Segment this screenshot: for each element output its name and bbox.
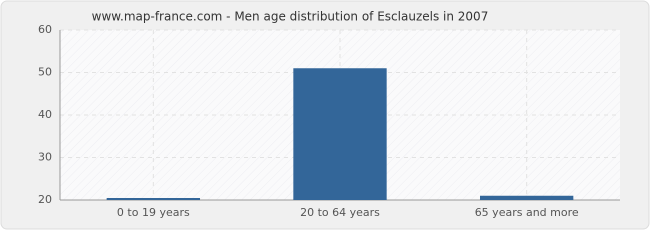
x-tick-label: 65 years and more — [475, 206, 579, 219]
chart-title: www.map-france.com - Men age distributio… — [92, 10, 489, 24]
y-tick-label: 40 — [38, 108, 52, 121]
bar — [293, 68, 387, 200]
x-tick-label: 0 to 19 years — [117, 206, 190, 219]
page: {"chart_data": {"type": "bar", "title": … — [0, 0, 650, 230]
y-tick-label: 20 — [38, 193, 52, 206]
y-tick-label: 60 — [38, 23, 52, 36]
bar — [480, 195, 574, 200]
y-tick-label: 30 — [38, 151, 52, 164]
x-tick-label: 20 to 64 years — [300, 206, 380, 219]
bar — [106, 198, 200, 200]
y-tick-label: 50 — [38, 66, 52, 79]
chart: www.map-france.com - Men age distributio… — [0, 0, 650, 230]
